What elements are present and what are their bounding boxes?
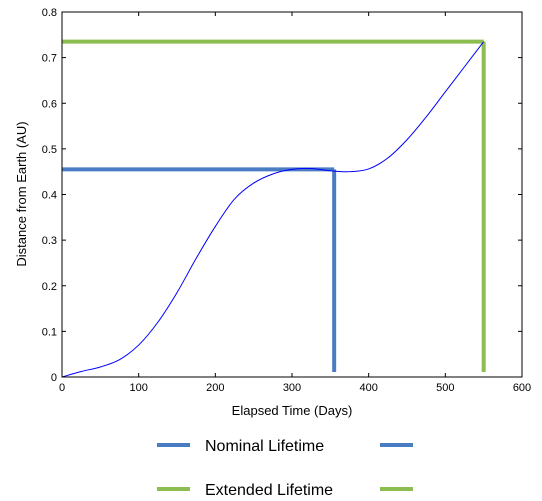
y-axis-label: Distance from Earth (AU) bbox=[14, 121, 29, 266]
y-tick-label: 0.2 bbox=[42, 281, 57, 293]
x-tick-label: 400 bbox=[359, 382, 377, 394]
y-tick-label: 0.7 bbox=[42, 53, 57, 65]
y-tick-label: 0.3 bbox=[42, 235, 57, 247]
y-tick-label: 0.4 bbox=[42, 190, 57, 202]
x-tick-label: 600 bbox=[513, 382, 531, 394]
x-tick-label: 500 bbox=[436, 382, 454, 394]
axis-ticks: 0 100 200 300 400 500 600 0 0.1 0.2 0.3 0.4 0.5 0.6 0.… bbox=[42, 7, 531, 394]
x-tick-label: 0 bbox=[59, 382, 65, 394]
y-tick-label: 0.8 bbox=[42, 7, 57, 19]
x-tick-label: 100 bbox=[129, 382, 147, 394]
x-tick-label: 200 bbox=[206, 382, 224, 394]
series-layer bbox=[61, 41, 485, 378]
plot-background bbox=[62, 12, 522, 377]
y-tick-label: 0.1 bbox=[42, 326, 57, 338]
y-tick-label: 0.6 bbox=[42, 98, 57, 110]
legend-extended-label: Extended Lifetime bbox=[205, 482, 333, 499]
x-tick-label: 300 bbox=[283, 382, 301, 394]
y-tick-label: 0 bbox=[51, 372, 57, 384]
legend: Nominal Lifetime Extended Lifetime bbox=[157, 438, 413, 499]
y-tick-label: 0.5 bbox=[42, 144, 57, 156]
legend-nominal-label: Nominal Lifetime bbox=[205, 438, 324, 455]
x-axis-label: Elapsed Time (Days) bbox=[232, 403, 353, 418]
series-line bbox=[61, 41, 485, 378]
